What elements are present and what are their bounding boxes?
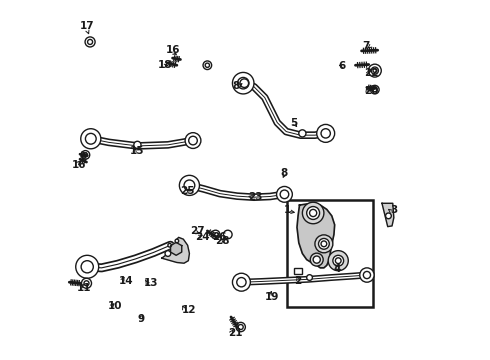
Text: 5: 5 [290, 118, 297, 128]
Text: 4: 4 [334, 264, 342, 274]
Circle shape [313, 256, 320, 263]
Circle shape [373, 87, 377, 92]
Text: 12: 12 [182, 305, 197, 315]
Circle shape [310, 253, 323, 266]
Text: 2: 2 [294, 276, 302, 286]
Circle shape [236, 322, 245, 332]
Text: 1: 1 [284, 206, 291, 216]
Bar [294, 267, 302, 274]
Text: 19: 19 [265, 292, 279, 302]
Text: 17: 17 [79, 21, 94, 31]
Text: 7: 7 [363, 41, 370, 50]
Circle shape [333, 255, 343, 266]
Text: 22: 22 [364, 68, 379, 78]
Circle shape [185, 133, 201, 148]
Text: 8: 8 [281, 168, 288, 178]
Circle shape [83, 153, 88, 157]
Text: 24: 24 [196, 232, 210, 242]
Circle shape [223, 230, 232, 239]
Circle shape [328, 251, 348, 271]
Circle shape [165, 251, 171, 256]
Circle shape [321, 129, 330, 138]
Text: 14: 14 [119, 276, 133, 286]
Circle shape [88, 40, 93, 44]
Text: 16: 16 [166, 45, 180, 55]
Circle shape [81, 261, 93, 273]
Text: 15: 15 [129, 146, 144, 156]
Polygon shape [382, 203, 394, 226]
Text: 3: 3 [390, 206, 397, 216]
Circle shape [81, 278, 92, 288]
Circle shape [318, 238, 329, 249]
Text: 26: 26 [212, 232, 226, 242]
Text: 6: 6 [338, 61, 345, 71]
Text: 9: 9 [137, 314, 145, 324]
Circle shape [84, 281, 89, 286]
Circle shape [335, 258, 341, 264]
Circle shape [85, 134, 96, 144]
Circle shape [360, 268, 374, 282]
Text: 13: 13 [144, 278, 158, 288]
Circle shape [370, 85, 379, 94]
Text: 16: 16 [72, 160, 87, 170]
Text: 28: 28 [216, 236, 230, 246]
Circle shape [321, 241, 327, 247]
Circle shape [237, 278, 246, 287]
Circle shape [179, 175, 199, 195]
Circle shape [203, 61, 212, 69]
Text: 8: 8 [232, 81, 240, 91]
Circle shape [189, 136, 197, 145]
Circle shape [211, 230, 220, 239]
Circle shape [85, 37, 95, 47]
Circle shape [168, 243, 172, 247]
Circle shape [276, 186, 293, 202]
Text: 11: 11 [76, 283, 91, 293]
Circle shape [205, 63, 210, 67]
Bar [287, 201, 373, 307]
Circle shape [307, 275, 313, 280]
Circle shape [364, 271, 370, 279]
Text: 18: 18 [158, 60, 172, 70]
Circle shape [238, 77, 249, 89]
Circle shape [386, 213, 392, 219]
Polygon shape [162, 237, 190, 263]
Circle shape [280, 190, 289, 199]
Circle shape [315, 235, 333, 253]
Circle shape [310, 210, 317, 217]
Circle shape [81, 150, 90, 159]
Polygon shape [171, 242, 182, 255]
Circle shape [302, 202, 324, 224]
Text: 23: 23 [248, 192, 262, 202]
Circle shape [373, 69, 377, 72]
Circle shape [238, 324, 243, 329]
Circle shape [371, 67, 378, 74]
Circle shape [240, 79, 248, 87]
Text: 21: 21 [228, 328, 242, 338]
Circle shape [299, 130, 306, 137]
Circle shape [76, 255, 98, 278]
Circle shape [81, 129, 101, 149]
Circle shape [317, 125, 335, 142]
Circle shape [175, 239, 179, 243]
Circle shape [184, 180, 195, 191]
Circle shape [232, 72, 254, 94]
Polygon shape [297, 203, 335, 268]
Circle shape [368, 64, 381, 77]
Text: 27: 27 [191, 226, 205, 236]
Text: 20: 20 [364, 86, 379, 96]
Text: 25: 25 [180, 186, 195, 197]
Circle shape [232, 273, 250, 291]
Circle shape [307, 207, 319, 220]
Text: 10: 10 [108, 301, 122, 311]
Circle shape [134, 141, 141, 148]
